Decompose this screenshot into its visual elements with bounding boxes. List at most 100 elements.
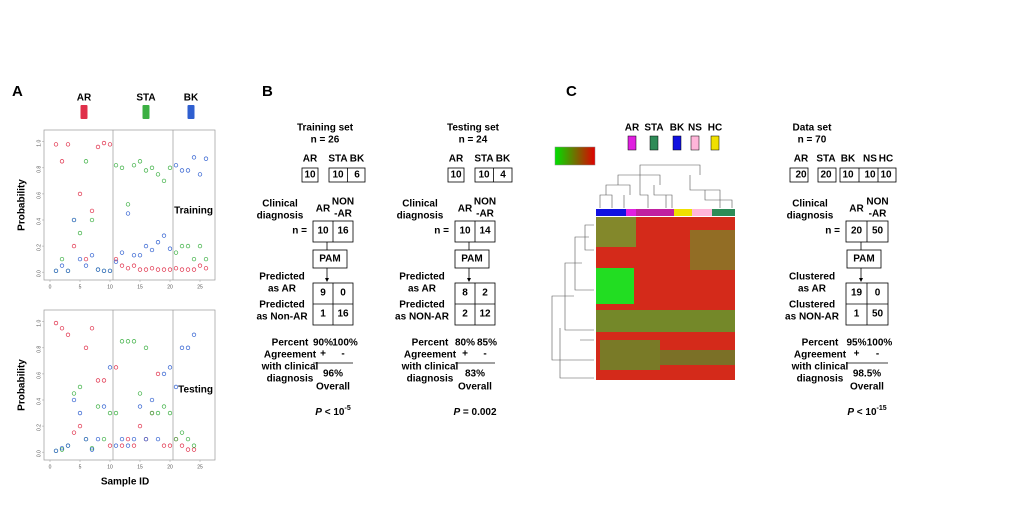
table-text: AR — [303, 154, 318, 165]
data-point — [143, 243, 149, 249]
y-tick-label: 0.0 — [36, 270, 42, 277]
data-point — [191, 267, 197, 272]
data-point — [179, 168, 185, 173]
x-tick-label: 10 — [107, 284, 113, 290]
data-point — [89, 217, 95, 223]
data-point — [167, 365, 173, 370]
table-text: BK — [841, 154, 856, 165]
data-point — [89, 446, 95, 451]
table-text: Percent — [802, 338, 839, 349]
table-text: Predicted — [259, 300, 305, 311]
table-text: STA — [474, 154, 493, 165]
table-text: NS — [863, 154, 877, 165]
table-text: 90% — [313, 338, 333, 349]
data-point — [125, 339, 131, 344]
data-point — [83, 345, 89, 350]
group-swatch — [690, 135, 700, 151]
table-text: NON — [474, 197, 496, 208]
table-text: 98.5% — [853, 369, 881, 380]
arrow-head — [859, 278, 863, 282]
data-point — [173, 436, 179, 442]
data-point — [137, 391, 143, 396]
data-point — [149, 247, 155, 253]
data-point — [161, 371, 167, 377]
data-point — [89, 208, 95, 214]
table-text: 1 — [854, 309, 860, 320]
table-text: n = — [825, 226, 840, 237]
table-text: diagnosis — [267, 374, 314, 385]
panel-label: C — [566, 83, 577, 100]
table-text: 2 — [462, 309, 468, 320]
legend-label: AR — [77, 93, 92, 104]
data-point — [101, 140, 107, 146]
annotation: Training — [174, 206, 213, 217]
data-point — [53, 320, 59, 326]
data-point — [185, 168, 191, 173]
table-text: 10 — [478, 170, 490, 181]
data-point — [59, 263, 65, 268]
data-point — [137, 404, 143, 409]
data-point — [59, 159, 65, 164]
data-point — [191, 443, 197, 448]
p-exponent: -5 — [344, 405, 350, 412]
table-text: 0 — [875, 288, 881, 299]
table-text: - — [483, 349, 486, 360]
data-point — [203, 266, 209, 271]
data-point — [65, 443, 71, 448]
table-text: 50 — [872, 309, 884, 320]
data-point — [83, 263, 89, 268]
data-point — [95, 144, 101, 150]
data-point — [131, 263, 137, 268]
data-point — [179, 345, 185, 350]
data-point — [167, 443, 173, 448]
y-tick-label: 0.2 — [36, 244, 42, 251]
data-point — [95, 404, 101, 409]
table-text: 12 — [479, 309, 491, 320]
table-text: with clinical — [261, 362, 319, 373]
table-text: Clinical — [792, 199, 828, 210]
table-text: STA — [816, 154, 835, 165]
data-point — [203, 156, 209, 161]
table-text: - — [341, 349, 344, 360]
arrow-head — [467, 278, 471, 282]
data-point — [197, 263, 203, 268]
data-point — [59, 446, 65, 451]
data-point — [113, 410, 119, 416]
data-point — [173, 163, 179, 168]
legend-swatch — [187, 105, 195, 119]
data-point — [173, 384, 179, 390]
data-point — [137, 253, 143, 258]
group-swatch — [627, 135, 637, 151]
p-symbol: P — [847, 407, 854, 418]
table-text: 80% — [455, 338, 475, 349]
data-point — [119, 436, 125, 442]
data-point — [107, 268, 113, 274]
data-point — [131, 339, 137, 344]
table-text: 10 — [880, 170, 892, 181]
data-point — [77, 256, 83, 262]
table-text: AR — [449, 154, 464, 165]
table-text: 10 — [304, 170, 316, 181]
annotation: Testing — [178, 385, 213, 396]
data-point — [125, 211, 131, 216]
heatmap-illustration — [551, 146, 735, 380]
table-text: as Non-AR — [256, 312, 308, 323]
data-point — [89, 447, 95, 452]
p-exponent: -15 — [877, 405, 887, 412]
table-text: Agreement — [404, 350, 457, 361]
table-text: 10 — [450, 170, 462, 181]
group-label: BK — [670, 123, 685, 134]
data-point — [191, 256, 197, 262]
y-tick-label: 0.0 — [36, 450, 42, 457]
legend-label: STA — [136, 93, 155, 104]
table-box — [817, 167, 837, 183]
data-point — [155, 410, 161, 416]
table-text: 16 — [337, 309, 349, 320]
table-text: n = 24 — [459, 135, 488, 146]
data-point — [137, 267, 143, 272]
data-point — [137, 159, 143, 164]
y-tick-label: 0.4 — [36, 218, 42, 225]
table-text: PAM — [319, 254, 340, 265]
data-point — [83, 159, 89, 164]
